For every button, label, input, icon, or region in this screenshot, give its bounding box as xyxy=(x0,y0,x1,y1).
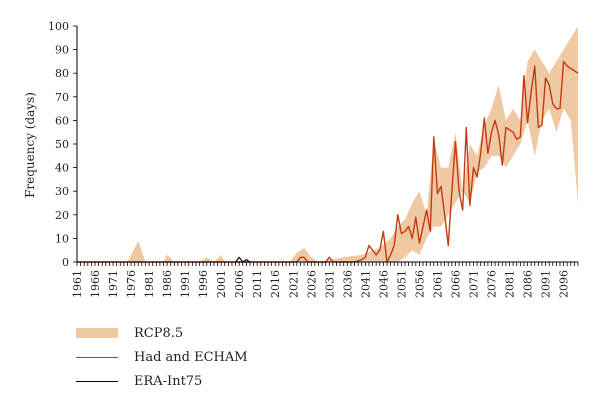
y-tick-label: 80 xyxy=(55,67,69,80)
series-layer xyxy=(77,60,579,263)
legend-label-rcp85: RCP8.5 xyxy=(134,325,184,341)
x-tick-label: 1966 xyxy=(89,270,102,298)
x-tick-label: 2081 xyxy=(504,270,517,298)
x-tick-label: 2031 xyxy=(323,270,336,298)
x-tick-label: 1996 xyxy=(197,270,210,298)
legend-label-had-echam: Had and ECHAM xyxy=(134,349,248,365)
x-tick-label: 2096 xyxy=(558,270,571,298)
x-tick-label: 2016 xyxy=(269,270,282,298)
axes-layer: 0 10 20 30 40 50 60 70 80 90 100 1961 1966 1971 1976 19… xyxy=(48,20,579,298)
x-tick-label: 1986 xyxy=(161,270,174,298)
y-tick-label: 100 xyxy=(48,20,69,33)
x-tick-label: 1981 xyxy=(143,270,156,298)
x-tick-label: 1976 xyxy=(125,270,138,298)
x-tick-label: 2086 xyxy=(522,270,535,298)
x-tick-label: 2011 xyxy=(251,270,264,298)
x-tick-label: 2041 xyxy=(359,270,372,298)
x-tick-label: 2036 xyxy=(341,270,354,298)
x-tick-label: 2046 xyxy=(377,270,390,298)
y-tick-label: 10 xyxy=(55,232,69,245)
legend-item-had-echam: Had and ECHAM xyxy=(76,346,336,368)
x-tick-label: 2071 xyxy=(467,270,480,298)
rcp85-band xyxy=(77,26,578,262)
x-tick-label: 2001 xyxy=(215,270,228,298)
legend-swatch-red-line xyxy=(76,356,118,358)
x-tick-label: 1971 xyxy=(107,270,120,298)
legend-item-era-int75: ERA-Int75 xyxy=(76,370,336,392)
y-axis-label: Frequency (days) xyxy=(23,92,37,198)
series-line-had-and-echam xyxy=(77,60,579,263)
x-tick-label: 2091 xyxy=(540,270,553,298)
y-tick-label: 60 xyxy=(55,114,69,127)
legend-label-era-int75: ERA-Int75 xyxy=(134,373,203,389)
x-tick-label: 2056 xyxy=(413,270,426,298)
x-tick-label: 1961 xyxy=(71,270,84,298)
x-tick-label: 2061 xyxy=(431,270,444,298)
x-tick-label: 2026 xyxy=(305,270,318,298)
legend-item-rcp85: RCP8.5 xyxy=(76,322,336,344)
legend-swatch-black-line xyxy=(76,380,118,382)
x-tick-label: 2021 xyxy=(287,270,300,298)
y-tick-label: 50 xyxy=(55,138,69,151)
y-tick-label: 30 xyxy=(55,185,69,198)
y-tick-label: 20 xyxy=(55,209,69,222)
x-tick-label: 1991 xyxy=(179,270,192,298)
legend-swatch-band xyxy=(76,328,118,338)
rcp85-band-layer xyxy=(77,26,578,262)
x-tick-label: 2066 xyxy=(449,270,462,298)
y-tick-label: 0 xyxy=(62,256,69,269)
y-tick-label: 90 xyxy=(55,44,69,57)
x-tick-label: 2051 xyxy=(395,270,408,298)
y-tick-label: 70 xyxy=(55,91,69,104)
x-tick-label: 2076 xyxy=(485,270,498,298)
x-tick-label: 2006 xyxy=(233,270,246,298)
legend: RCP8.5 Had and ECHAM ERA-Int75 xyxy=(76,322,336,394)
y-tick-label: 40 xyxy=(55,162,69,175)
